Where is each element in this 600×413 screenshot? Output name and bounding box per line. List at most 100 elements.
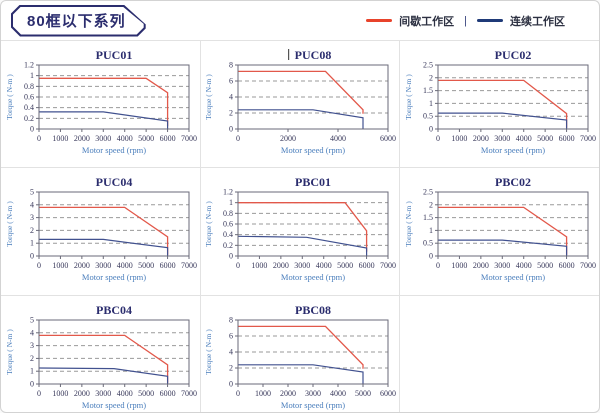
y-tick-label: 3 xyxy=(30,213,34,222)
y-tick-label: 1 xyxy=(30,71,34,80)
y-tick-label: 1.5 xyxy=(423,213,433,222)
y-tick-label: 2 xyxy=(429,73,433,82)
x-tick-label: 1000 xyxy=(52,389,68,398)
y-tick-label: 4 xyxy=(30,200,34,209)
y-axis-label: Torque ( N-m ) xyxy=(5,201,14,247)
y-tick-label: 5 xyxy=(30,316,34,325)
empty-cell xyxy=(400,296,599,412)
y-tick-label: 0 xyxy=(30,380,34,389)
header: 80框以下系列 间歇工作区 | 连续工作区 xyxy=(1,1,599,40)
y-tick-label: 1.2 xyxy=(223,188,233,197)
x-tick-label: 6000 xyxy=(380,134,396,143)
intermittent-line xyxy=(437,79,567,128)
y-tick-label: 6 xyxy=(229,332,233,341)
intermittent-line xyxy=(238,70,364,114)
continuous-line xyxy=(437,112,567,129)
intermittent-line xyxy=(38,206,168,255)
y-tick-label: 0.6 xyxy=(223,220,233,229)
y-tick-label: 2 xyxy=(229,109,233,118)
y-tick-label: 4 xyxy=(229,348,233,357)
y-tick-label: 2 xyxy=(30,226,34,235)
x-tick-label: 6000 xyxy=(558,134,574,143)
y-tick-label: 0.4 xyxy=(223,230,233,239)
x-axis-label: Motor speed (rpm) xyxy=(81,145,145,155)
chart-cell-PUC08: PUC08 0 2 4 6 8 0 2000 4000 6000 Torque ( N-m ) Mot… xyxy=(201,41,400,168)
x-tick-label: 4000 xyxy=(316,261,332,270)
x-tick-label: 5000 xyxy=(138,389,154,398)
continuous-line xyxy=(238,364,364,384)
x-axis-label: Motor speed (rpm) xyxy=(281,272,345,282)
x-tick-label: 0 xyxy=(436,134,440,143)
y-axis-label: Torque ( N-m ) xyxy=(5,329,14,375)
y-axis-label: Torque ( N-m ) xyxy=(204,329,213,375)
x-axis-label: Motor speed (rpm) xyxy=(81,272,145,282)
y-tick-label: 4 xyxy=(30,328,34,337)
x-tick-label: 7000 xyxy=(181,261,197,270)
x-tick-label: 1000 xyxy=(52,134,68,143)
y-axis-label: Torque ( N-m ) xyxy=(5,74,14,120)
x-tick-label: 3000 xyxy=(494,261,510,270)
x-tick-label: 3000 xyxy=(305,389,321,398)
x-tick-label: 4000 xyxy=(116,261,132,270)
y-tick-label: 0 xyxy=(30,125,34,134)
y-tick-label: 0 xyxy=(30,252,34,261)
chart-title: PBC01 xyxy=(295,175,331,189)
y-tick-label: 1 xyxy=(429,99,433,108)
y-axis-label: Torque ( N-m ) xyxy=(404,74,413,120)
x-tick-label: 7000 xyxy=(181,389,197,398)
y-tick-label: 0 xyxy=(429,252,433,261)
chart-title: PBC08 xyxy=(295,303,331,317)
x-tick-label: 1000 xyxy=(451,134,467,143)
y-tick-label: 8 xyxy=(229,316,233,325)
chart-cell-PBC01: PBC01 0 0.2 0.4 0.6 0.8 1 1.2 0 1000 2000 3000 4000 5… xyxy=(201,168,400,296)
y-axis-label: Torque ( N-m ) xyxy=(404,201,413,247)
y-tick-label: 0.4 xyxy=(24,103,34,112)
y-tick-label: 0 xyxy=(229,125,233,134)
y-tick-label: 2 xyxy=(30,354,34,363)
intermittent-line xyxy=(238,325,364,369)
legend-continuous-line xyxy=(477,19,503,22)
chart-PUC04: PUC04 0 1 2 3 4 5 0 1000 2000 3000 4000 5000 6000 7000… xyxy=(5,175,197,282)
chart-title: PUC04 xyxy=(95,175,132,189)
chart-cell-PBC04: PBC04 0 1 2 3 4 5 0 1000 2000 3000 4000 5000 6000 7000… xyxy=(1,296,201,412)
x-tick-label: 6000 xyxy=(380,389,396,398)
intermittent-line xyxy=(38,77,168,127)
y-axis-label: Torque ( N-m ) xyxy=(204,74,213,120)
x-tick-label: 3000 xyxy=(494,134,510,143)
chart-title: PUC01 xyxy=(95,48,132,62)
chart-cell-PUC02: PUC02 0 0.5 1 1.5 2 2.5 0 1000 2000 3000 4000 5000 60… xyxy=(400,41,599,168)
x-tick-label: 6000 xyxy=(159,134,175,143)
chart-PUC08: PUC08 0 2 4 6 8 0 2000 4000 6000 Torque ( N-m ) Mot… xyxy=(204,48,396,155)
x-tick-label: 7000 xyxy=(580,261,596,270)
chart-PBC01: PBC01 0 0.2 0.40.6 0.8 11.2 0 1000 2000 3000 4000 5… xyxy=(204,175,396,282)
x-tick-label: 4000 xyxy=(330,389,346,398)
x-tick-label: 3000 xyxy=(95,261,111,270)
x-axis-label: Motor speed (rpm) xyxy=(480,145,544,155)
x-tick-label: 4000 xyxy=(330,134,346,143)
y-tick-label: 0.5 xyxy=(423,112,433,121)
chart-cell-PBC08: PBC08 0 2 4 6 8 0 1000 2000 3000 4000 5000 6000 Torqu… xyxy=(201,296,400,412)
y-axis-label: Torque ( N-m ) xyxy=(204,201,213,247)
y-tick-label: 0.8 xyxy=(24,82,34,91)
x-tick-label: 1000 xyxy=(251,261,267,270)
plot-frame xyxy=(437,64,588,130)
y-tick-label: 5 xyxy=(30,188,34,197)
chart-PBC08: PBC08 0 2 4 6 8 0 1000 2000 3000 4000 5000 6000 Torqu… xyxy=(204,303,396,410)
x-tick-label: 0 xyxy=(236,261,240,270)
chart-PUC02: PUC02 0 0.5 1 1.5 2 2.5 0 1000 2000 3000 4000 5000 60… xyxy=(404,48,596,155)
y-tick-label: 0.2 xyxy=(24,114,34,123)
x-tick-label: 3000 xyxy=(294,261,310,270)
y-tick-label: 2 xyxy=(229,364,233,373)
continuous-line xyxy=(38,367,168,384)
x-tick-label: 0 xyxy=(37,389,41,398)
y-tick-label: 0.2 xyxy=(223,241,233,250)
x-tick-label: 5000 xyxy=(537,134,553,143)
x-tick-label: 4000 xyxy=(116,134,132,143)
x-tick-label: 3000 xyxy=(95,389,111,398)
x-tick-label: 5000 xyxy=(138,134,154,143)
plot-frame xyxy=(38,191,189,257)
chart-PBC04: PBC04 0 1 2 3 4 5 0 1000 2000 3000 4000 5000 6000 7000… xyxy=(5,303,197,410)
y-tick-label: 1 xyxy=(30,367,34,376)
x-tick-label: 1000 xyxy=(451,261,467,270)
chart-PBC02: PBC02 0 0.5 1 1.5 2 2.5 0 1000 2000 3000 4000 5000 60… xyxy=(404,175,596,282)
